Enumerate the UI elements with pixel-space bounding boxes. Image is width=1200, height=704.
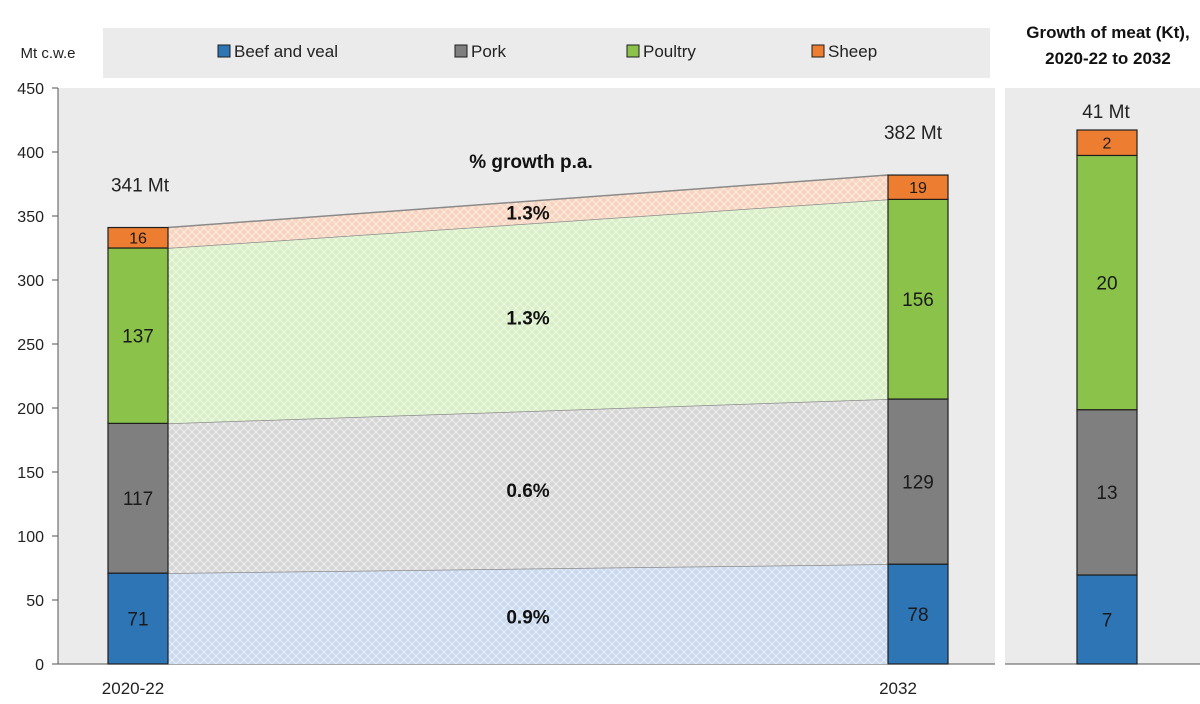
y-tick-label: 250 [17, 337, 44, 354]
legend-label: Pork [471, 42, 506, 61]
legend-swatch [626, 44, 640, 58]
bar-value-label: 156 [902, 290, 934, 311]
y-tick-label: 150 [17, 465, 44, 482]
growth-rate-label: 0.9% [506, 607, 549, 628]
side-bar-pork [1076, 409, 1138, 576]
growth-rate-label: 1.3% [506, 203, 549, 224]
legend-swatch [217, 44, 231, 58]
bar-total-label: 341 Mt [111, 176, 170, 197]
y-tick-label: 300 [17, 273, 44, 290]
bar-beef-and-veal-0 [107, 572, 169, 665]
x-tick-label: 2032 [879, 679, 917, 698]
legend-label: Poultry [643, 42, 696, 61]
bar-poultry-1 [887, 198, 949, 400]
bar-value-label: 129 [902, 472, 934, 493]
growth-band-hatch-3 [168, 175, 888, 248]
side-chart-title-line-1: Growth of meat (Kt), [1026, 23, 1189, 42]
bar-sheep-1 [887, 174, 949, 200]
side-bar-value-label: 2 [1103, 135, 1112, 152]
bar-total-label: 382 Mt [884, 123, 943, 144]
side-bar-value-label: 13 [1096, 483, 1117, 504]
y-tick-label: 0 [35, 657, 44, 674]
y-tick-label: 400 [17, 145, 44, 162]
growth-rate-label: 0.6% [506, 481, 549, 502]
legend-swatch [454, 44, 468, 58]
bar-sheep-0 [107, 226, 169, 249]
y-axis-title: Mt c.w.e [20, 45, 75, 62]
side-bar-sheep [1076, 129, 1138, 157]
legend-label: Beef and veal [234, 42, 338, 61]
y-tick-label: 50 [26, 593, 44, 610]
bar-value-label: 117 [123, 489, 153, 510]
bar-value-label: 71 [127, 609, 148, 630]
side-bar-value-label: 7 [1102, 610, 1113, 631]
y-tick-label: 200 [17, 401, 44, 418]
bar-value-label: 16 [129, 231, 147, 248]
growth-annotation-title: % growth p.a. [469, 152, 593, 173]
legend-swatch [811, 44, 825, 58]
bar-value-label: 78 [907, 605, 928, 626]
bar-beef-and-veal-1 [887, 563, 949, 665]
side-chart-title-line-2: 2020-22 to 2032 [1045, 49, 1171, 68]
x-tick-label: 2020-22 [102, 679, 164, 698]
legend-label: Sheep [828, 42, 877, 61]
bar-value-label: 19 [909, 180, 927, 197]
bar-poultry-0 [107, 247, 169, 424]
growth-band-hatch-2 [168, 199, 888, 424]
side-bar-beef-and-veal [1076, 574, 1138, 665]
y-tick-label: 350 [17, 209, 44, 226]
side-bar-value-label: 20 [1096, 273, 1117, 294]
main-bars [107, 174, 949, 665]
legend-box [103, 28, 990, 78]
growth-rate-label: 1.3% [506, 308, 549, 329]
growth-band-hatch-1 [168, 399, 888, 574]
legend: Beef and veal Pork Poultry Sheep [217, 42, 877, 61]
y-tick-label: 450 [17, 81, 44, 98]
bar-value-label: 137 [122, 327, 154, 348]
y-tick-label: 100 [17, 529, 44, 546]
growth-band-hatch-0 [168, 564, 888, 664]
side-bar-poultry [1076, 154, 1138, 411]
growth-bands [167, 174, 889, 664]
side-bars: 7 13 20 2 41 Mt [1076, 102, 1138, 665]
side-bar-total-label: 41 Mt [1082, 102, 1130, 123]
bar-pork-1 [887, 398, 949, 565]
main-labels: 71 78 0.9% 117 129 0.6% 137 156 1.3% 16 19 1.3% 341 … [102, 123, 943, 698]
y-ticks: 0 50 100 150 200 250 300 350 400 450 [17, 81, 58, 674]
growth-band-edge [167, 174, 889, 229]
